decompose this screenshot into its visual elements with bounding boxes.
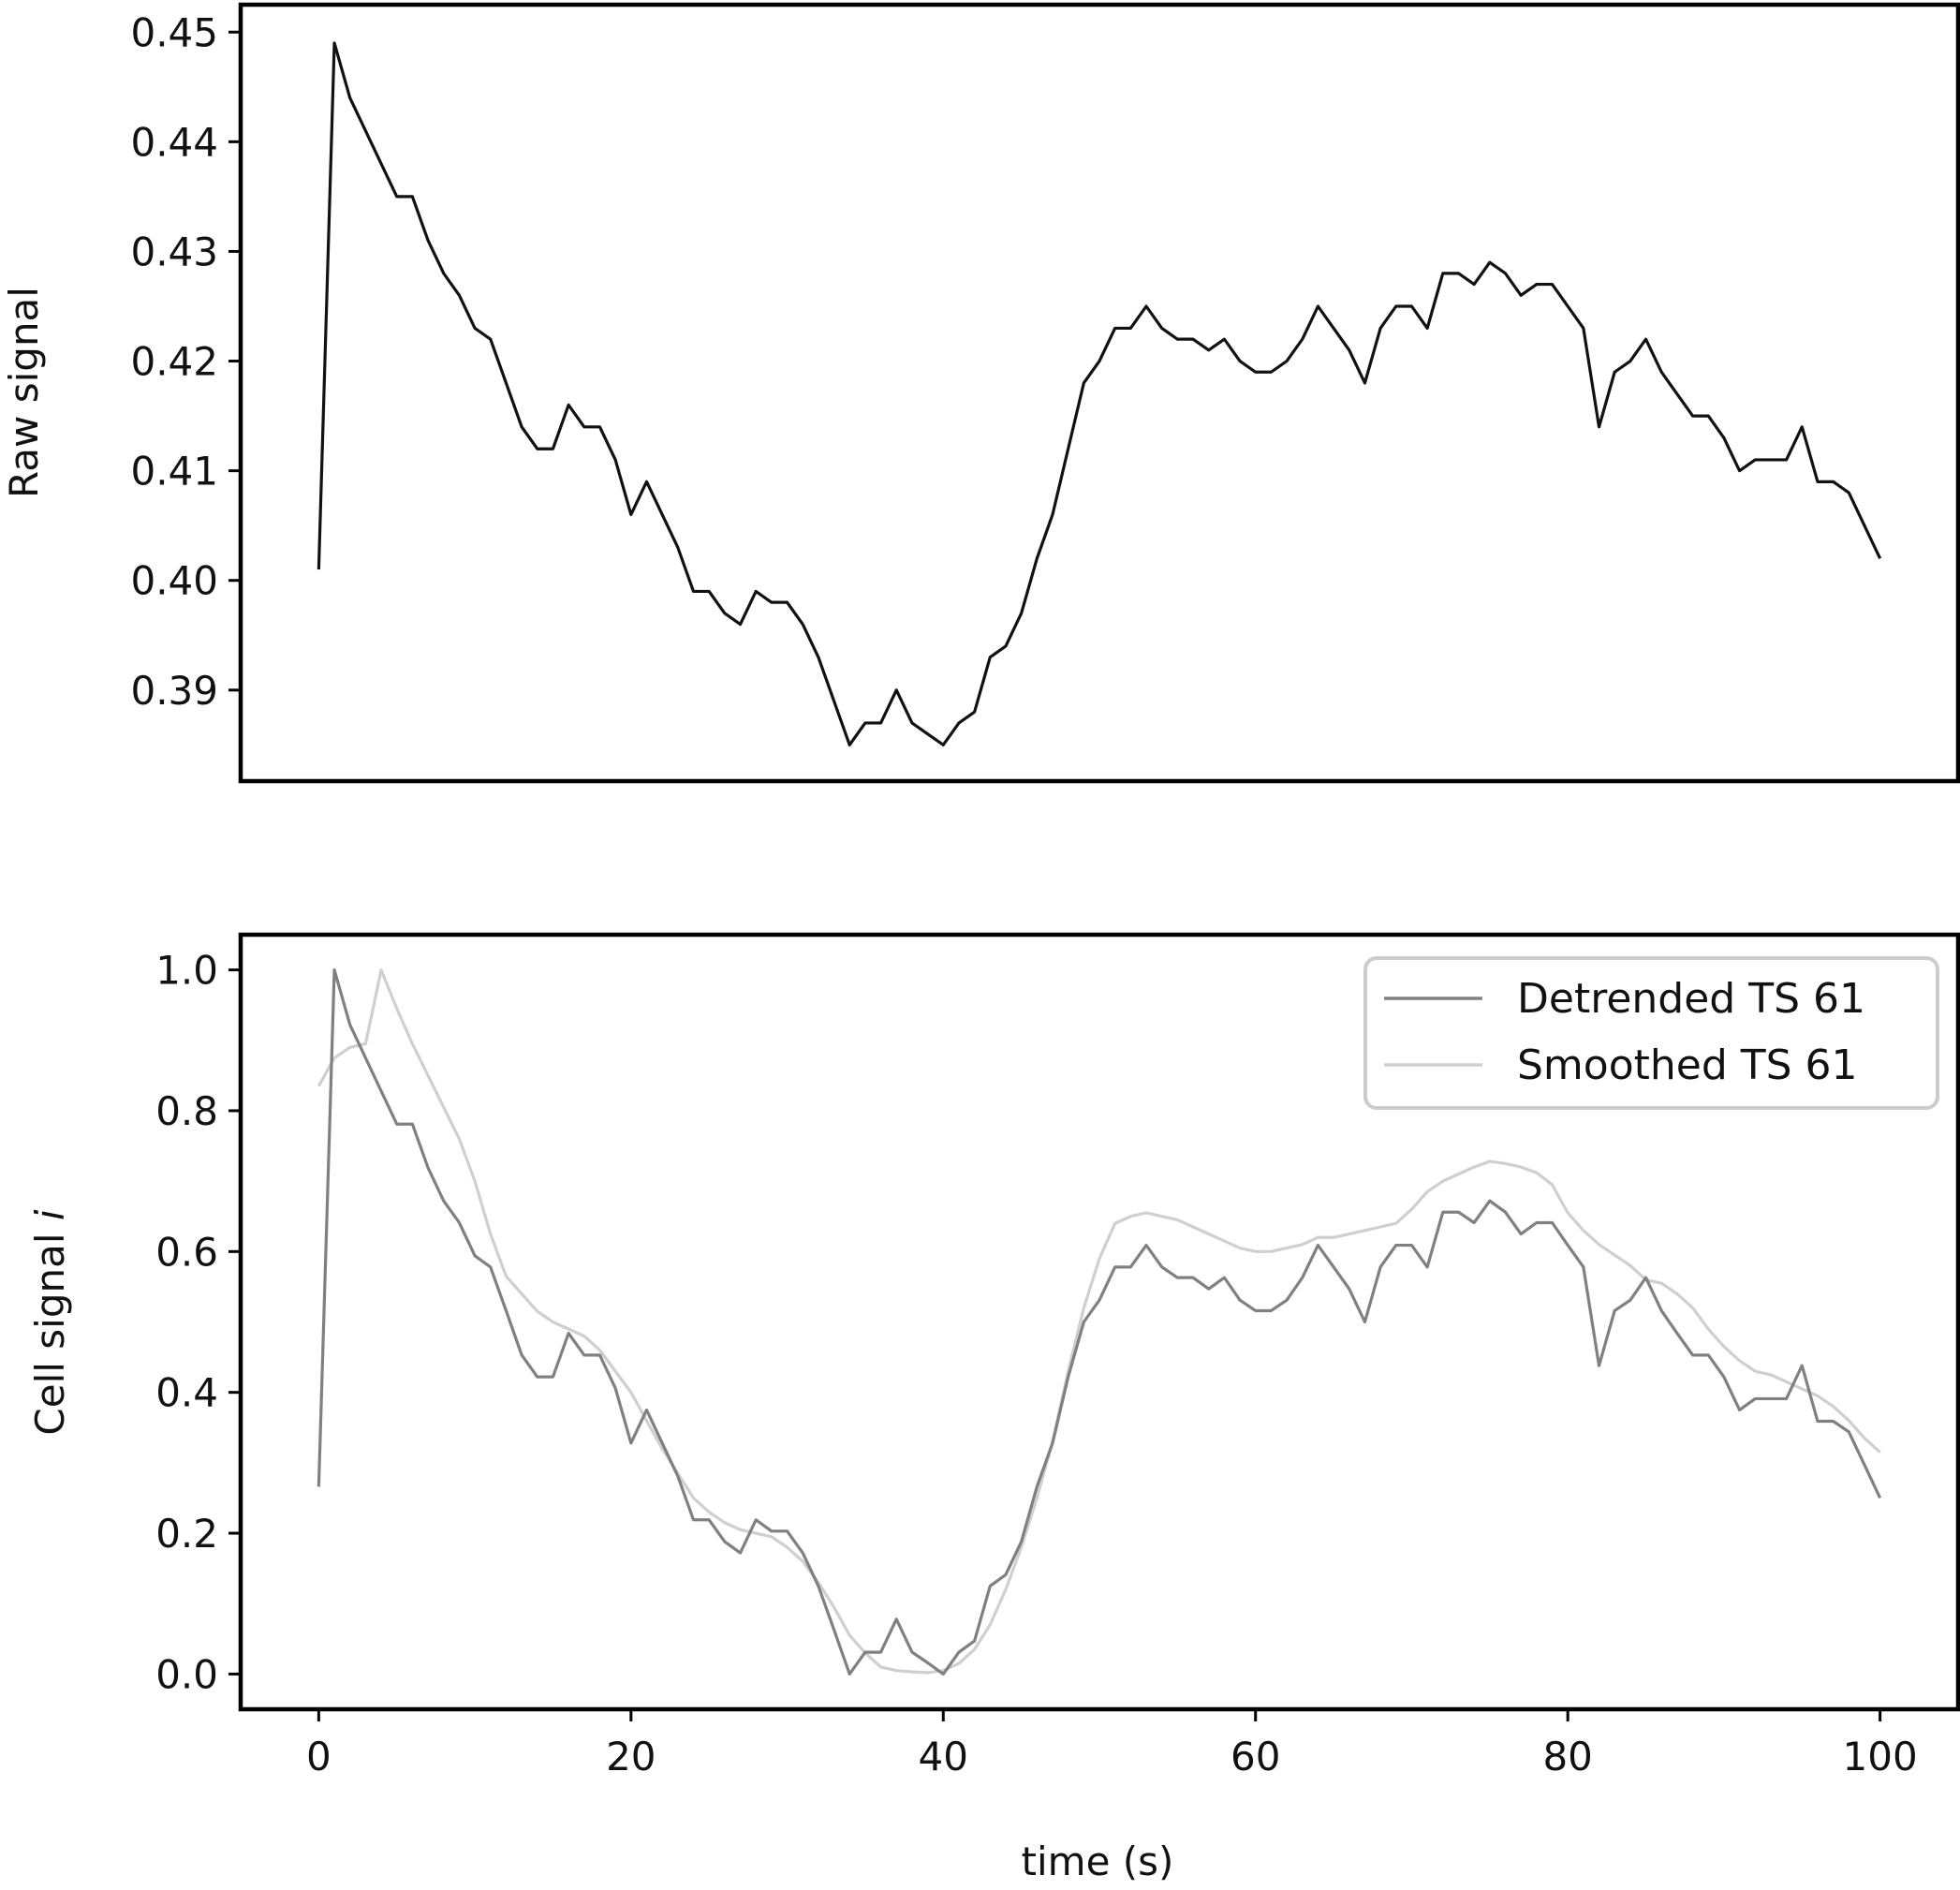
cell-signal-series-group (317, 967, 1882, 1676)
raw-signal-panel: 0.39 0.40 0.41 0.42 0.43 0.44 0.45 Raw signal (1, 2, 1960, 784)
raw-signal-y-axis-label: Raw signal (1, 287, 47, 498)
x-tick-label: 80 (1542, 1734, 1592, 1779)
smoothed-ts-61-line (317, 967, 1881, 1675)
x-axis-label: time (s) (1022, 1838, 1174, 1884)
cell-signal-y-axis-label-italic: i (27, 1209, 73, 1220)
raw-signal-y-tick-label: 0.45 (130, 9, 218, 55)
x-tick-label: 40 (919, 1734, 968, 1779)
legend: Detrended TS 61 Smoothed TS 61 (1363, 956, 1939, 1110)
cell-signal-panel: 0.0 0.2 0.4 0.6 0.8 1.0 0 20 40 60 80 100 Cell sig… (27, 932, 1960, 1884)
raw-signal-series-group (317, 41, 1882, 746)
raw-signal-axes-frame (238, 2, 1960, 784)
cell-signal-y-tick-label: 1.0 (155, 948, 218, 994)
raw-signal-y-ticks: 0.39 0.40 0.41 0.42 0.43 0.44 0.45 (130, 9, 241, 714)
x-tick-label: 100 (1843, 1734, 1918, 1779)
legend-box (1363, 956, 1939, 1110)
raw-signal-y-tick-label: 0.43 (130, 229, 218, 274)
cell-signal-y-tick-label: 0.4 (155, 1370, 218, 1416)
raw-signal-y-tick-label: 0.44 (130, 119, 218, 165)
x-tick-label: 60 (1231, 1734, 1280, 1779)
cell-signal-y-tick-label: 0.6 (155, 1229, 218, 1275)
raw-signal-line (317, 41, 1882, 746)
cell-signal-y-ticks: 0.0 0.2 0.4 0.6 0.8 1.0 (155, 948, 241, 1697)
cell-signal-axes-frame (238, 932, 1960, 1712)
x-tick-label: 20 (606, 1734, 656, 1779)
time-x-ticks: 0 20 40 60 80 100 (306, 1709, 1918, 1779)
detrended-ts-61-line (317, 967, 1882, 1676)
raw-signal-y-tick-label: 0.39 (130, 668, 218, 714)
cell-signal-y-tick-label: 0.8 (155, 1088, 218, 1134)
legend-label-smoothed: Smoothed TS 61 (1517, 1041, 1858, 1089)
x-tick-label: 0 (306, 1734, 332, 1779)
legend-label-detrended: Detrended TS 61 (1517, 975, 1865, 1023)
raw-signal-y-tick-label: 0.41 (130, 449, 218, 495)
cell-signal-y-axis-label-text: Cell signal (27, 1220, 73, 1435)
raw-signal-y-tick-label: 0.40 (130, 558, 218, 604)
cell-signal-y-axis-label: Cell signal i (27, 1209, 73, 1435)
cell-signal-y-tick-label: 0.2 (155, 1511, 218, 1557)
cell-signal-y-tick-label: 0.0 (155, 1651, 218, 1697)
raw-signal-y-tick-label: 0.42 (130, 339, 218, 385)
